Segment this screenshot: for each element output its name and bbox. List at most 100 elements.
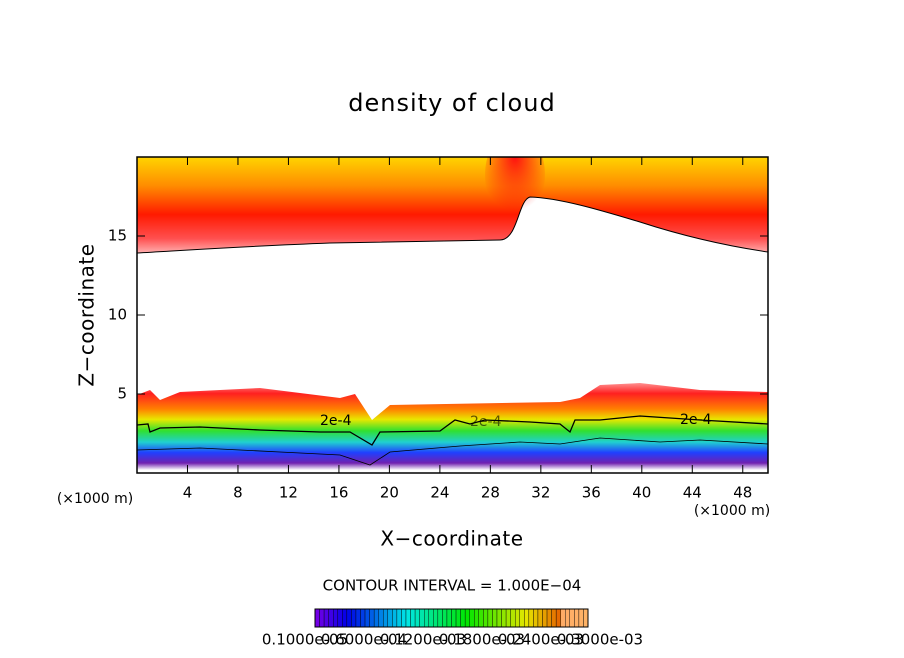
colorbar-cell (373, 608, 379, 628)
colorbar-cell (478, 608, 484, 628)
colorbar-cell (319, 608, 325, 628)
x-unit-label: (×1000 m) (57, 491, 133, 507)
contour-line (137, 437, 768, 466)
x-unit-label: (×1000 m) (694, 503, 770, 519)
colorbar-cell (396, 608, 402, 628)
colorbar-cell (387, 608, 393, 628)
x-tick-label: 44 (683, 484, 702, 502)
x-tick-label: 48 (733, 484, 752, 502)
lower-cloud (137, 383, 768, 470)
x-tick-label: 20 (380, 484, 399, 502)
colorbar-cell (487, 608, 493, 628)
colorbar-cell (515, 608, 520, 628)
colorbar-cell (351, 608, 357, 628)
colorbar-cell (360, 608, 366, 628)
colorbar-cell (410, 608, 416, 628)
colorbar-cell (392, 608, 398, 628)
contour-interval: CONTOUR INTERVAL = 1.000E−04 (323, 577, 582, 595)
colorbar-cell (574, 608, 580, 628)
colorbar-cell (496, 608, 502, 628)
colorbar-label: 0.1200e-03 (380, 631, 466, 649)
colorbar-cell (492, 608, 498, 628)
colorbar-cell (528, 608, 534, 628)
colorbar-cell (546, 608, 552, 628)
x-tick-label: 28 (481, 484, 500, 502)
colorbar-cell (583, 608, 589, 628)
colorbar-cell (474, 608, 480, 628)
colorbar-cell (364, 608, 370, 628)
colorbar: 0.1000e-050.6000e-040.1200e-030.1800e-03… (262, 608, 643, 649)
colorbar-label: 0.6000e-04 (321, 631, 407, 649)
colorbar-cell (419, 608, 425, 628)
colorbar-cell (483, 608, 489, 628)
colorbar-cell (333, 608, 338, 628)
x-tick-label: 16 (329, 484, 348, 502)
colorbar-label: 0.3000e-03 (557, 631, 643, 649)
upper-contour (137, 196, 768, 254)
x-tick-label: 12 (279, 484, 298, 502)
colorbar-cell (533, 608, 539, 628)
upper-cloud-core (485, 157, 545, 220)
colorbar-cell (337, 608, 343, 628)
colorbar-cell (424, 608, 429, 628)
colorbar-cell (405, 608, 411, 628)
colorbar-cell (437, 608, 443, 628)
colorbar-cell (510, 608, 516, 628)
x-tick-label: 32 (531, 484, 550, 502)
colorbar-cell (342, 608, 348, 628)
colorbar-cell (501, 608, 507, 628)
colorbar-cell (383, 608, 389, 628)
y-tick-label: 10 (108, 306, 127, 324)
colorbar-cell (451, 608, 457, 628)
colorbar-cell (524, 608, 530, 628)
colorbar-cell (369, 608, 375, 628)
y-tick-label: 5 (117, 385, 127, 403)
colorbar-cell (314, 608, 320, 628)
x-tick-label: 24 (430, 484, 449, 502)
colorbar-cell (542, 608, 548, 628)
colorbar-cell (355, 608, 361, 628)
colorbar-cell (346, 608, 352, 628)
colorbar-cell (551, 608, 557, 628)
colorbar-label: 0.1800e-03 (439, 631, 525, 649)
contour-label: 2e-4 (680, 412, 712, 428)
colorbar-cell (446, 608, 452, 628)
contour-label: 2e-4 (320, 413, 352, 429)
colorbar-cell (560, 608, 566, 628)
contour-label: 2e-4 (470, 414, 502, 430)
x-tick-label: 36 (582, 484, 601, 502)
colorbar-cell (555, 608, 561, 628)
colorbar-label: 0.1000e-05 (262, 631, 348, 649)
colorbar-cell (323, 608, 329, 628)
contour-field (137, 157, 768, 470)
x-axis-label: X−coordinate (380, 527, 523, 551)
x-tick-label: 40 (632, 484, 651, 502)
colorbar-frame (314, 608, 589, 628)
colorbar-cell (505, 608, 511, 628)
colorbar-cell (537, 608, 543, 628)
colorbar-cell (460, 608, 466, 628)
y-axis-label: Z−coordinate (75, 243, 99, 386)
contour-line (137, 415, 768, 446)
colorbar-cell (401, 608, 407, 628)
colorbar-cell (442, 608, 448, 628)
y-tick-label: 15 (108, 227, 127, 245)
colorbar-label: 0.2400e-03 (498, 631, 584, 649)
colorbar-cell (464, 608, 470, 628)
colorbar-cell (414, 608, 420, 628)
colorbar-cell (469, 608, 475, 628)
colorbar-cell (433, 608, 439, 628)
colorbar-cell (578, 608, 584, 628)
colorbar-cell (378, 608, 384, 628)
colorbar-cell (519, 608, 525, 628)
colorbar-cell (455, 608, 461, 628)
x-tick-label: 4 (183, 484, 193, 502)
colorbar-cell (328, 608, 334, 628)
upper-cloud (137, 157, 768, 253)
colorbar-cell (569, 608, 575, 628)
colorbar-cell (565, 608, 571, 628)
x-tick-label: 8 (233, 484, 243, 502)
chart-title: density of cloud (348, 89, 555, 117)
